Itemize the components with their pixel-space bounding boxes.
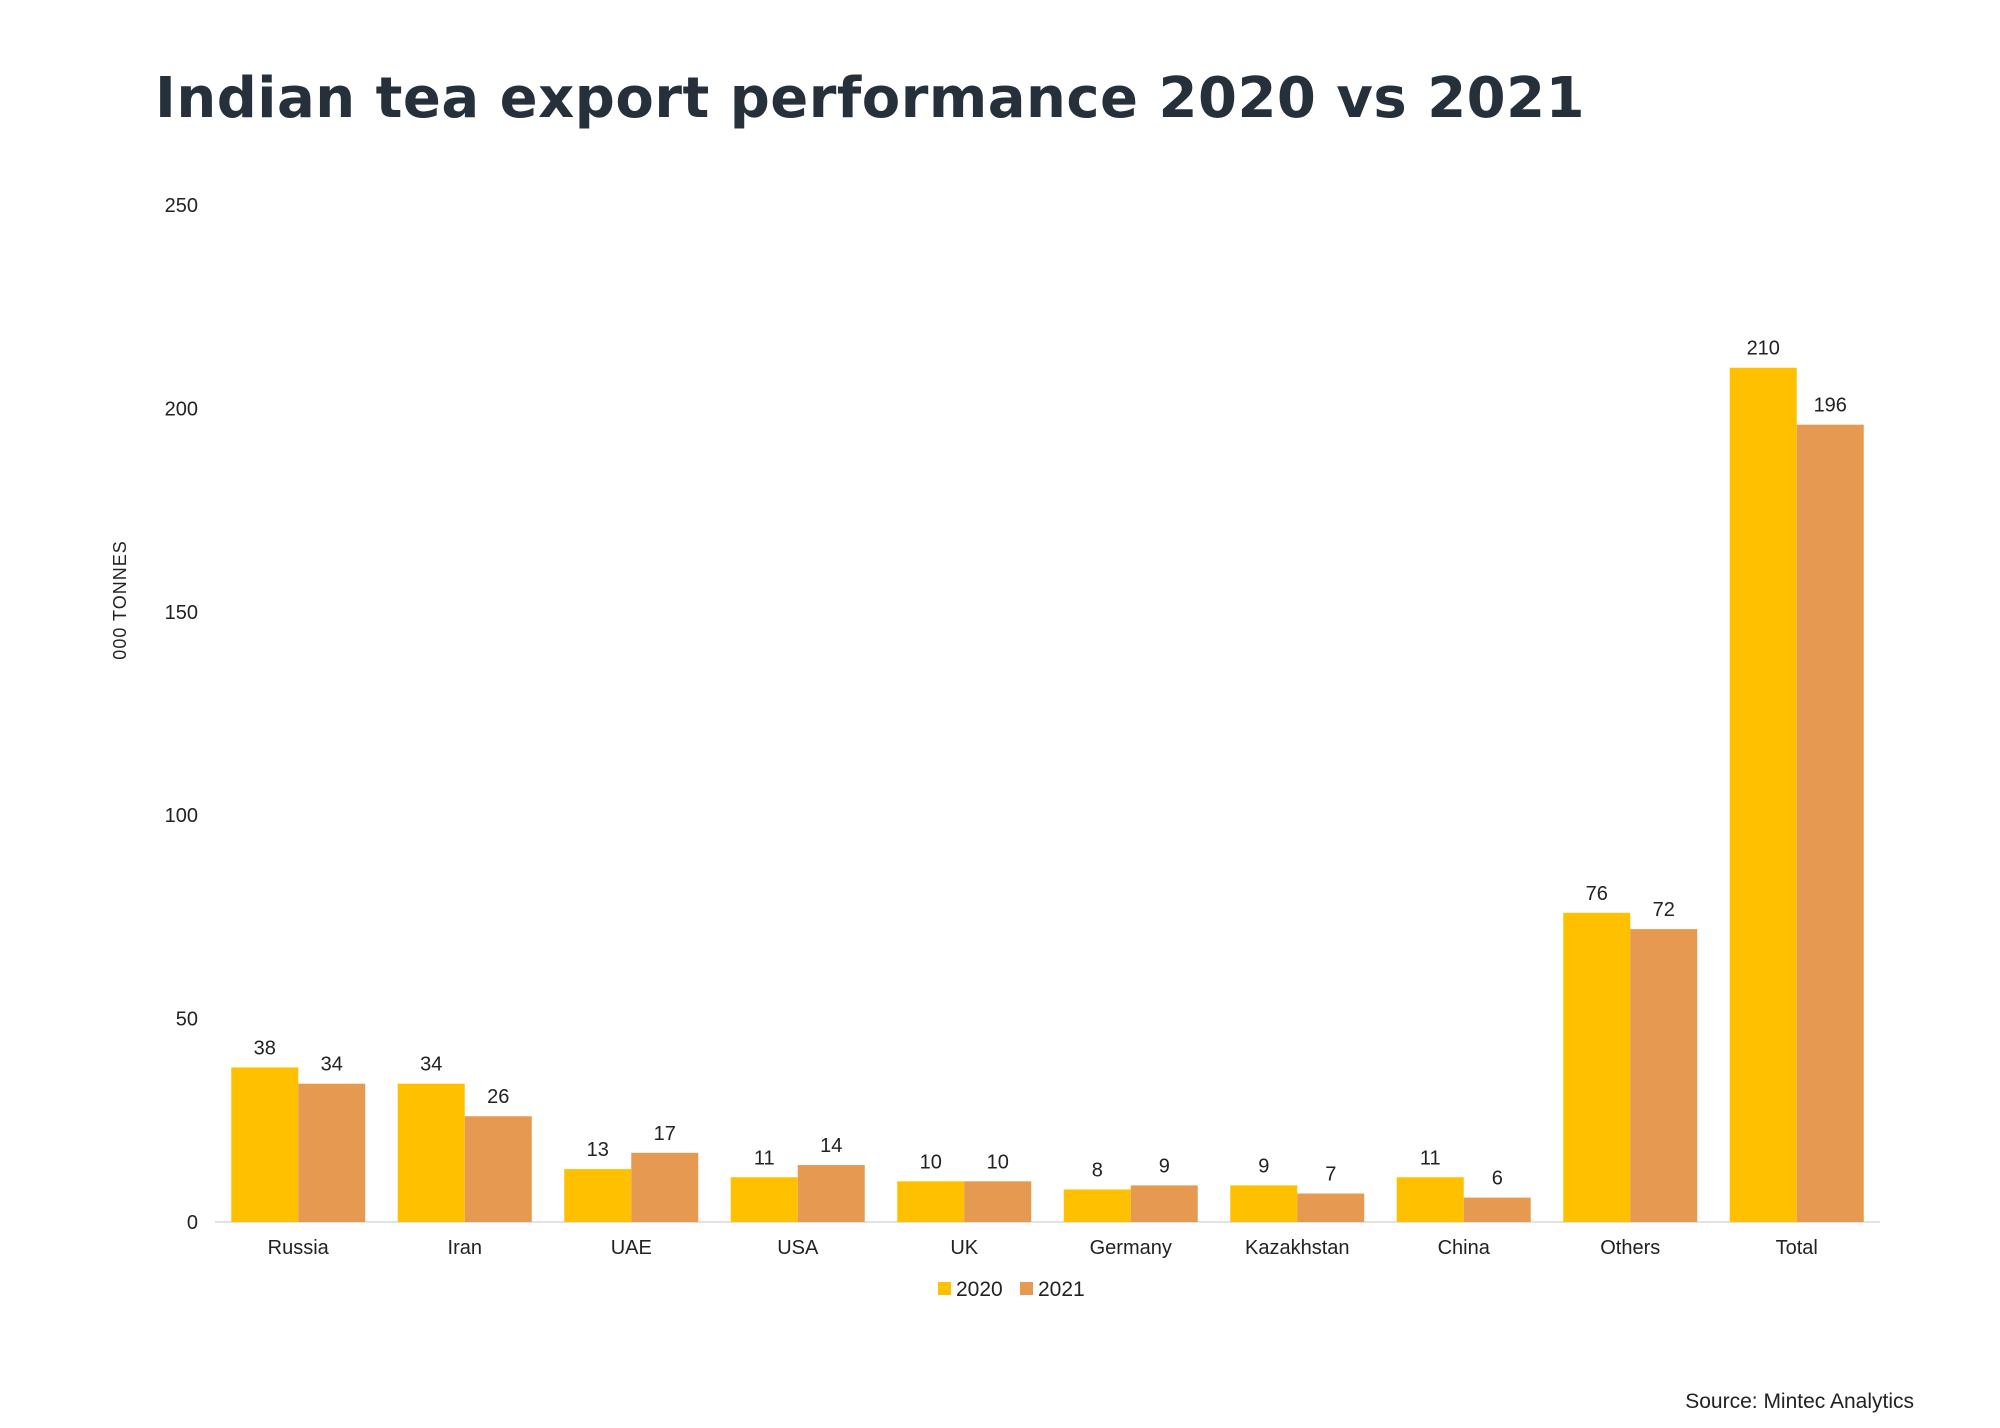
bar-2020-russia <box>231 1067 299 1222</box>
data-label: 17 <box>654 1123 676 1145</box>
category-label: UK <box>950 1237 978 1259</box>
y-tick-label: 100 <box>165 805 198 827</box>
category-label: UAE <box>611 1237 652 1259</box>
bars-group <box>231 367 1864 1223</box>
bar-2021-russia <box>298 1083 366 1222</box>
category-label: China <box>1438 1237 1491 1259</box>
bar-2020-germany <box>1063 1189 1131 1222</box>
category-label: Kazakhstan <box>1245 1237 1350 1259</box>
y-axis: 0 50 100 150 200 250 <box>165 195 198 1234</box>
bar-2021-total <box>1796 424 1864 1222</box>
data-label: 26 <box>487 1086 509 1108</box>
legend-label-2021: 2021 <box>1038 1278 1085 1301</box>
data-label: 9 <box>1258 1155 1269 1177</box>
y-tick-label: 200 <box>165 398 198 420</box>
data-label: 210 <box>1747 338 1780 360</box>
y-axis-label: 000 TONNES <box>110 540 130 659</box>
legend-swatch-2021 <box>1020 1282 1033 1295</box>
category-label: Germany <box>1090 1237 1172 1259</box>
category-label: Others <box>1600 1237 1660 1259</box>
bar-2020-others <box>1563 912 1631 1222</box>
data-label: 76 <box>1586 883 1608 905</box>
bar-2021-china <box>1463 1197 1531 1222</box>
bar-2021-usa <box>797 1165 865 1222</box>
y-tick-label: 50 <box>176 1009 198 1031</box>
y-tick-label: 250 <box>165 195 198 217</box>
bar-2021-germany <box>1130 1185 1198 1222</box>
bar-2021-uae <box>631 1152 699 1222</box>
data-label: 38 <box>254 1037 276 1059</box>
bar-2021-iran <box>464 1116 532 1222</box>
legend-swatch-2020 <box>938 1282 951 1295</box>
bar-2020-kazakhstan <box>1230 1185 1298 1222</box>
data-label: 13 <box>587 1139 609 1161</box>
bar-2020-usa <box>730 1177 798 1222</box>
data-label: 14 <box>820 1135 842 1157</box>
legend: 2020 2021 <box>938 1278 1085 1301</box>
data-label: 7 <box>1325 1164 1336 1186</box>
data-label: 196 <box>1814 395 1847 417</box>
data-label: 8 <box>1092 1159 1103 1181</box>
data-label: 6 <box>1492 1168 1503 1190</box>
data-label: 11 <box>754 1147 775 1169</box>
category-label: USA <box>777 1237 819 1259</box>
category-label: Russia <box>268 1237 330 1259</box>
bar-2020-total <box>1729 367 1797 1223</box>
data-label: 10 <box>920 1151 942 1173</box>
chart-title: Indian tea export performance 2020 vs 20… <box>155 66 1586 131</box>
data-label: 10 <box>987 1151 1009 1173</box>
bar-2020-uae <box>564 1169 632 1222</box>
data-label: 11 <box>1420 1147 1441 1169</box>
category-label: Iran <box>448 1237 482 1259</box>
bar-2020-iran <box>397 1083 465 1222</box>
data-label: 34 <box>420 1054 442 1076</box>
bar-2020-china <box>1396 1177 1464 1222</box>
bar-2021-others <box>1630 929 1698 1222</box>
bar-2021-uk <box>964 1181 1032 1222</box>
bar-2020-uk <box>897 1181 965 1222</box>
data-label: 9 <box>1159 1155 1170 1177</box>
legend-label-2020: 2020 <box>956 1278 1003 1301</box>
category-labels-group: Russia Iran UAE USA UK Germany Kazakhstan China… <box>268 1237 1818 1259</box>
bar-2021-kazakhstan <box>1297 1193 1365 1222</box>
data-labels-group: 38 34 34 26 13 17 11 14 10 10 8 9 9 7 11 6 76 72 210 196 <box>254 338 1847 1190</box>
source-note: Source: Mintec Analytics <box>1685 1390 1914 1413</box>
y-tick-label: 0 <box>187 1212 198 1234</box>
data-label: 34 <box>321 1054 343 1076</box>
y-tick-label: 150 <box>165 602 198 624</box>
data-label: 72 <box>1653 899 1675 921</box>
category-label: Total <box>1776 1237 1818 1259</box>
